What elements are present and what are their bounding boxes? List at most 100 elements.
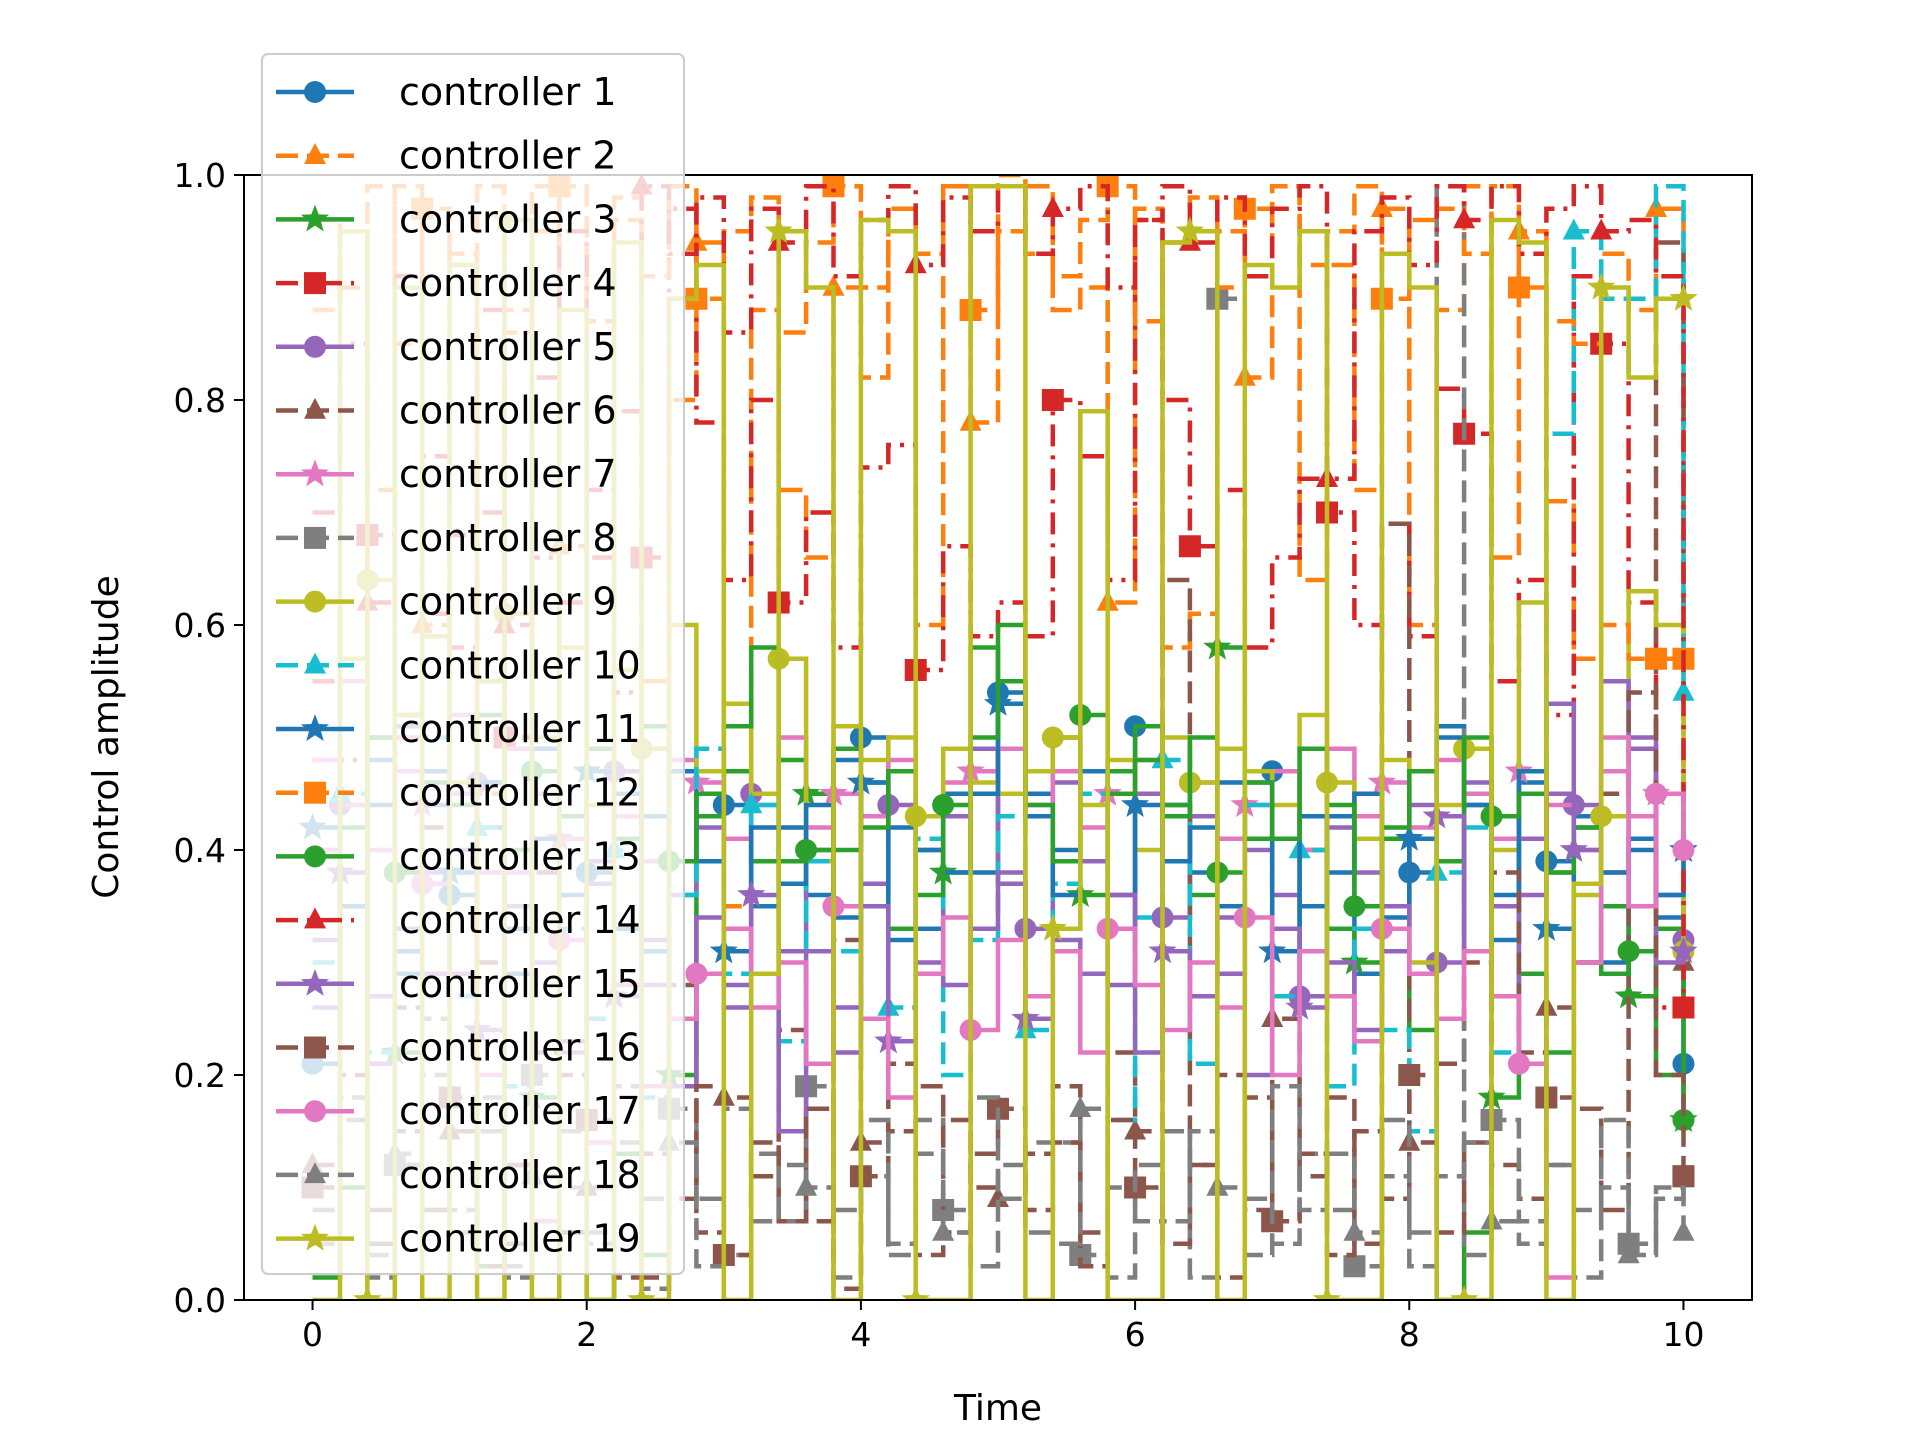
series-point-controller-13 [1617,940,1640,963]
series-point-controller-14 [1041,196,1064,217]
series-point-controller-17 [1507,1052,1530,1075]
series-point-controller-13 [1343,895,1366,918]
legend-label: controller 17 [399,1089,641,1133]
legend: controller 1 controller 2 controller 3 cont… [261,53,685,1275]
y-axis-label: Control amplitude [86,575,127,899]
legend-label: controller 10 [399,643,641,687]
y-tick-label: 1.0 [174,156,226,195]
legend-entry: controller 17 [276,1089,641,1133]
x-tick-label: 10 [1662,1315,1704,1354]
legend-label: controller 18 [399,1153,641,1197]
plot-frame [243,174,1753,1301]
series-point-controller-16 [1398,1064,1421,1086]
series-point-controller-11 [1395,823,1424,851]
series-point-controller-15 [737,880,766,907]
series-point-controller-15 [1669,936,1698,964]
legend-entry: controller 4 [276,261,617,305]
legend-marker [304,781,326,804]
series-point-controller-18 [1069,1096,1092,1117]
x-tick-label: 6 [1125,1315,1146,1354]
legend-entry: controller 3 [276,197,617,241]
legend-entry: controller 19 [276,1217,641,1261]
legend-marker [304,81,326,103]
series-point-controller-6 [987,1186,1009,1207]
legend-label: controller 13 [399,834,641,878]
series-point-controller-18 [1617,1242,1640,1264]
legend-marker [304,845,326,868]
legend-entry: controller 13 [276,834,641,878]
x-tick-label: 0 [302,1315,323,1354]
legend-label: controller 15 [399,962,641,1006]
x-axis-label: Time [953,1388,1042,1429]
series-point-controller-13 [795,839,818,861]
legend-label: controller 11 [399,707,641,751]
series-point-controller-19 [1312,1285,1342,1300]
legend-label: controller 8 [399,516,617,560]
series-point-controller-8 [1069,1244,1092,1266]
legend-marker [300,1223,330,1251]
legend-marker [300,969,330,996]
legend-box [261,53,685,1275]
legend-label: controller 4 [399,261,617,305]
legend-marker [300,459,330,487]
series-point-controller-18 [1343,1219,1366,1241]
legend-entry: controller 5 [276,325,617,369]
legend-entry: controller 1 [276,70,617,114]
series-point-controller-14 [1590,218,1613,240]
legend-label: controller 19 [399,1217,641,1261]
y-tick-label: 0.4 [174,831,226,870]
legend-entry: controller 9 [276,580,617,624]
series-point-controller-12 [1645,647,1668,670]
legend-marker [300,714,330,741]
series-point-controller-12 [822,175,845,198]
legend-marker [300,204,330,232]
legend-label: controller 6 [399,389,617,433]
series-point-controller-11 [1121,790,1150,817]
legend-entry: controller 2 [276,134,617,178]
series-point-controller-17 [1672,839,1695,861]
series-point-controller-15 [1559,835,1588,862]
legend-entry: controller 18 [276,1153,641,1197]
series-point-controller-19 [764,216,793,244]
series-point-controller-3 [1614,981,1643,1009]
legend-marker [304,143,326,164]
series-point-controller-4 [1041,389,1064,411]
legend-marker [304,1036,326,1059]
legend-marker [304,1162,326,1184]
y-tick-label: 0.0 [174,1281,226,1320]
series-point-controller-10 [740,792,763,814]
series-point-controller-12 [1507,276,1530,299]
series-line-controller-8 [312,184,1686,1292]
x-tick-label: 2 [576,1315,597,1354]
series-point-controller-17 [1645,782,1668,805]
series-point-controller-8 [932,1199,955,1221]
x-axis: 0 2 4 6 8 10 [302,1300,1704,1354]
y-tick-label: 0.6 [174,606,226,645]
legend-entry: controller 16 [276,1026,641,1070]
legend-label: controller 3 [399,197,617,241]
legend-label: controller 14 [399,898,641,942]
series-point-controller-10 [1562,218,1585,240]
series-point-controller-19 [1450,1285,1479,1300]
legend-marker [304,652,326,674]
series-point-controller-19 [353,1285,382,1300]
series-point-controller-18 [932,1219,955,1241]
series-point-controller-13 [1672,1109,1695,1131]
series-point-controller-14 [1672,994,1695,1016]
series-point-controller-4 [1178,535,1201,558]
y-tick-label: 0.2 [174,1056,226,1095]
series-point-controller-19 [1038,913,1067,941]
series-point-controller-19 [1587,272,1616,300]
legend-entry: controller 15 [276,962,641,1006]
legend-marker [304,590,326,613]
series-point-controller-19 [1175,216,1205,244]
series-point-controller-16 [1672,1165,1695,1188]
series-line-controller-4 [312,206,1684,1010]
legend-label: controller 9 [399,580,617,624]
legend-entry: controller 10 [276,643,641,687]
series-point-controller-19 [901,1285,930,1300]
x-tick-label: 4 [850,1315,871,1354]
legend-entry: controller 7 [276,452,617,496]
series-point-controller-10 [1672,679,1695,701]
series-point-controller-8 [1343,1255,1366,1278]
